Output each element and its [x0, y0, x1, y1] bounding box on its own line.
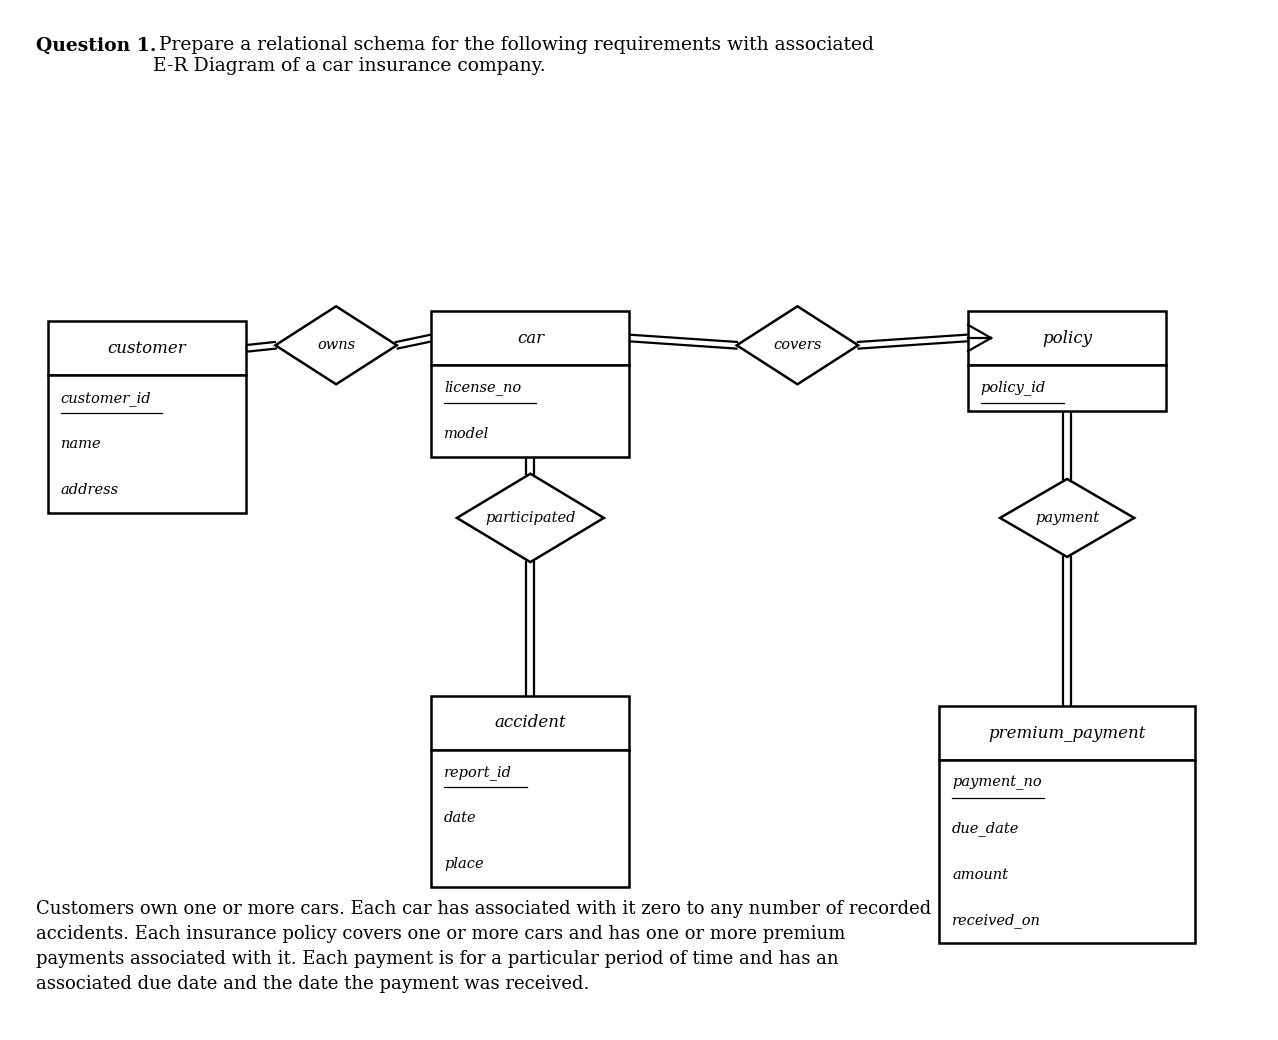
Bar	[431, 750, 629, 887]
Bar	[939, 706, 1195, 760]
Text: model: model	[445, 426, 489, 441]
Text: payment: payment	[1035, 511, 1099, 525]
Bar	[431, 365, 629, 457]
Bar	[939, 760, 1195, 943]
Text: license_no: license_no	[445, 381, 521, 395]
Text: owns: owns	[317, 338, 355, 353]
Text: premium_payment: premium_payment	[988, 725, 1146, 742]
Text: amount: amount	[952, 867, 1008, 882]
Bar	[49, 321, 245, 375]
Text: car: car	[516, 330, 544, 346]
Text: received_on: received_on	[952, 913, 1042, 928]
Text: place: place	[445, 857, 484, 872]
Text: participated: participated	[486, 511, 575, 525]
Text: due_date: due_date	[952, 822, 1020, 836]
Text: Prepare a relational schema for the following requirements with associated
E-R D: Prepare a relational schema for the foll…	[153, 36, 874, 75]
Text: policy_id: policy_id	[982, 381, 1047, 395]
Text: policy: policy	[1042, 330, 1093, 346]
Text: Question 1.: Question 1.	[36, 36, 156, 54]
Bar	[431, 696, 629, 750]
Text: covers: covers	[773, 338, 822, 353]
Text: customer: customer	[107, 340, 187, 357]
Bar	[969, 365, 1166, 411]
Text: address: address	[61, 483, 119, 497]
Text: Customers own one or more cars. Each car has associated with it zero to any numb: Customers own one or more cars. Each car…	[36, 900, 932, 992]
Text: customer_id: customer_id	[61, 391, 151, 406]
Text: date: date	[445, 811, 477, 826]
Bar	[431, 311, 629, 365]
Bar	[969, 311, 1166, 365]
Text: report_id: report_id	[445, 765, 512, 780]
Text: payment_no: payment_no	[952, 776, 1042, 790]
Text: accident: accident	[495, 714, 566, 731]
Bar	[49, 375, 245, 513]
Text: name: name	[61, 437, 101, 451]
